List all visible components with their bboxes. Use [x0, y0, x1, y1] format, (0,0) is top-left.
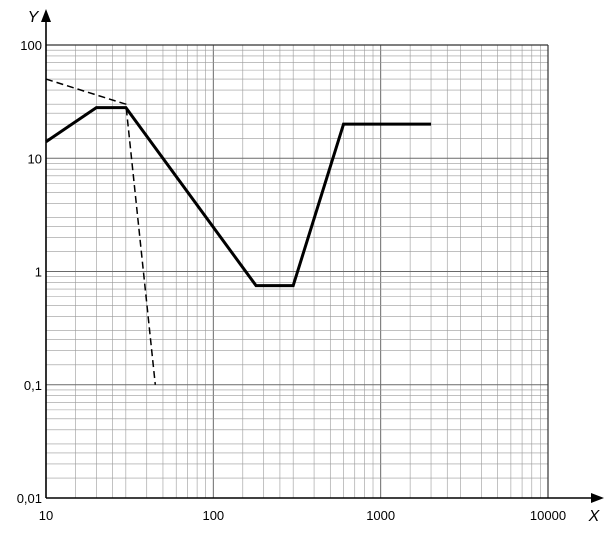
x-tick-label: 100	[202, 508, 224, 523]
x-tick-label: 10	[39, 508, 53, 523]
y-axis-arrow	[41, 9, 51, 22]
series-line-2-dashed	[45, 78, 157, 385]
y-tick-label: 0,01	[17, 491, 42, 506]
x-axis-label: X	[588, 508, 601, 525]
plot-frame	[46, 44, 549, 498]
y-axis-label: Y	[28, 9, 40, 26]
x-tick-label: 10000	[530, 508, 566, 523]
grid-layer	[46, 45, 548, 498]
axis-layer	[41, 9, 604, 503]
tick-label-layer: 10 100 1000 10000 0,01 0,1 1 10 100	[17, 38, 566, 523]
x-tick-label: 1000	[366, 508, 395, 523]
series-layer	[45, 78, 432, 385]
y-tick-label: 1	[35, 265, 42, 280]
y-tick-label: 0,1	[24, 378, 42, 393]
series-line-1-solid	[45, 106, 432, 288]
x-axis-arrow	[591, 493, 604, 503]
y-tick-label: 10	[28, 151, 42, 166]
y-tick-label: 100	[20, 38, 42, 53]
